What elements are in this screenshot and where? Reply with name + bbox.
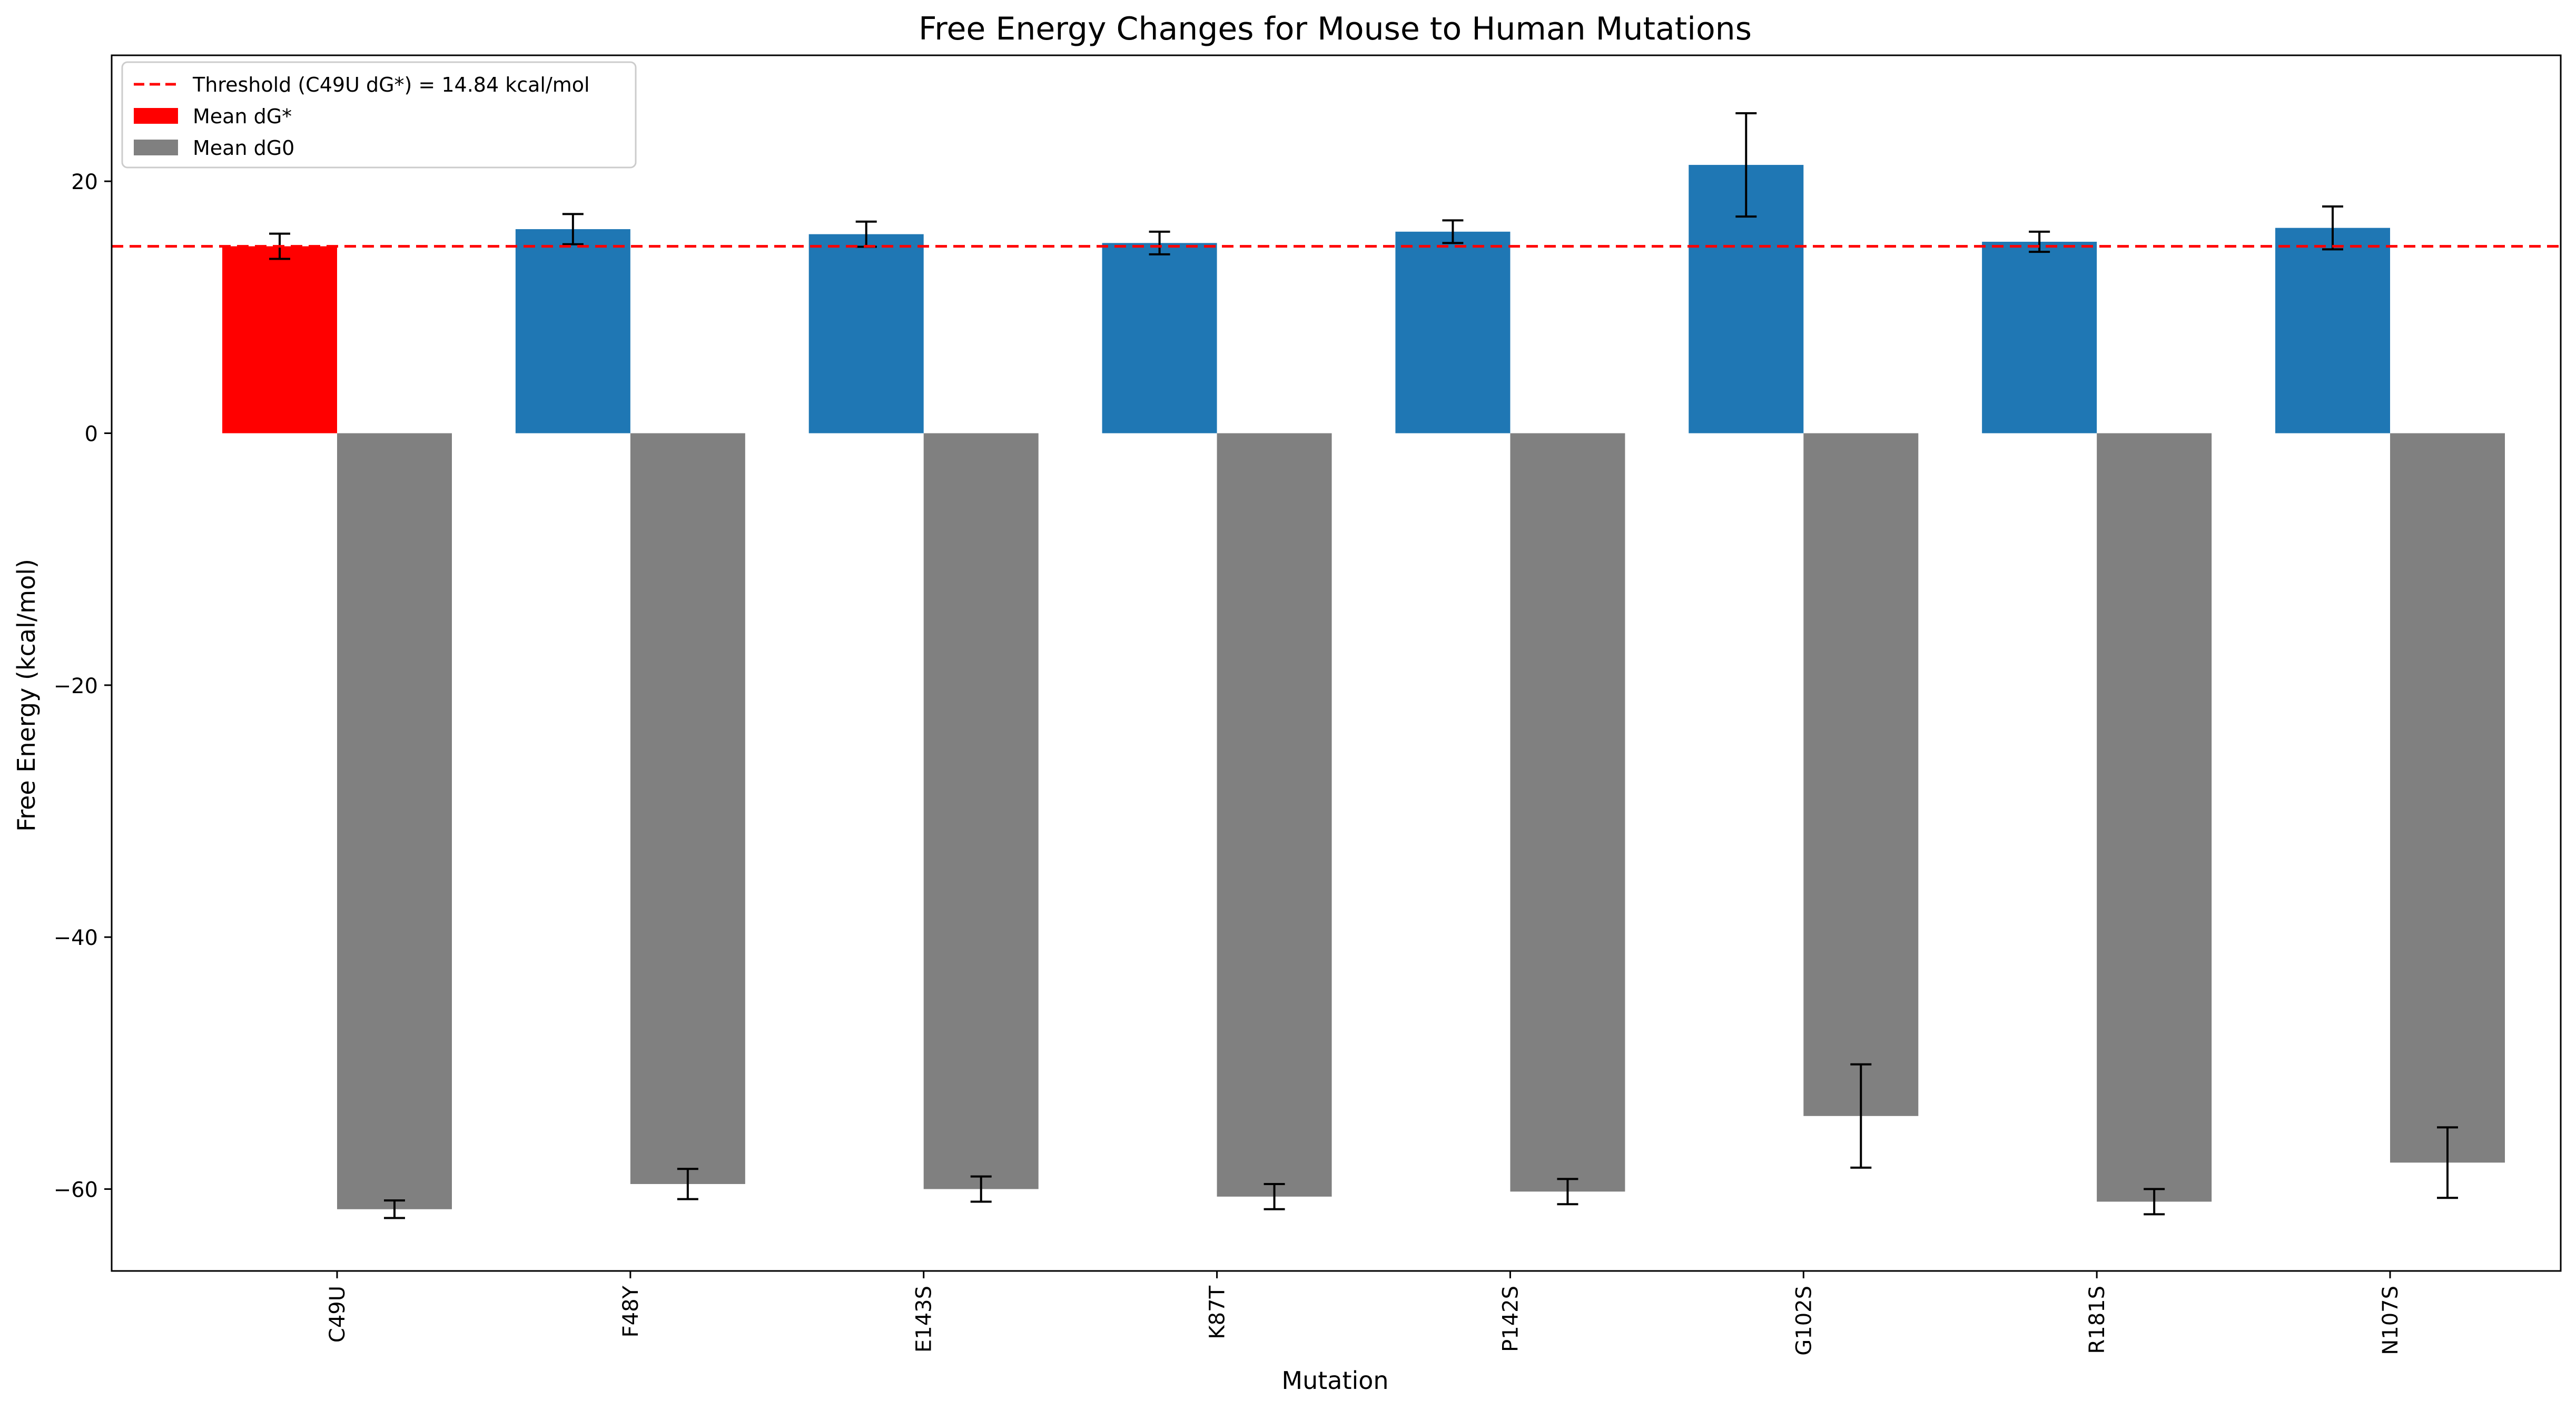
y-axis-label: Free Energy (kcal/mol) [12, 559, 41, 832]
bar-dg0-n107s [2390, 433, 2505, 1163]
bar-dg0-p142s [1510, 433, 1625, 1192]
error-bar-dg-star-k87t [1149, 230, 1170, 255]
legend: Threshold (C49U dG*) = 14.84 kcal/mol Mea… [121, 61, 637, 169]
bar-dg-star-e143s [808, 234, 924, 433]
error-bar-dg-star-r181s [2029, 230, 2050, 253]
bar-dg-star-n107s [2275, 228, 2390, 433]
chart-title: Free Energy Changes for Mouse to Human M… [919, 11, 1752, 47]
legend-box [121, 61, 637, 169]
bar-dg-star-p142s [1395, 231, 1511, 433]
legend-label: Mean dG0 [193, 136, 294, 160]
error-bar-dg-star-g102s [1735, 112, 1757, 218]
error-bar-dg0-f48y [677, 1168, 698, 1200]
error-bar-dg-star-f48y [562, 213, 584, 245]
error-bar-dg0-k87t [1264, 1182, 1285, 1210]
legend-label: Mean dG* [193, 105, 292, 128]
y-tick-label: −60 [54, 1178, 98, 1202]
bar-dg0-f48y [630, 433, 745, 1184]
x-tick-label-n107s: N107S [2378, 1286, 2403, 1355]
legend-swatch-mean-dg- [134, 108, 178, 124]
bar-dg-star-c49u [222, 246, 337, 433]
error-bar-dg0-e143s [970, 1175, 992, 1203]
x-tick-label-p142s: P142S [1498, 1286, 1523, 1352]
error-bar-dg0-g102s [1850, 1063, 1872, 1169]
bar-dg-star-k87t [1102, 243, 1217, 433]
bar-dg-star-f48y [515, 229, 630, 433]
legend-swatch-mean-dg0 [134, 140, 178, 155]
x-tick-label-g102s: G102S [1792, 1286, 1816, 1356]
y-tick-label: −20 [54, 674, 98, 698]
bar-dg0-g102s [1803, 433, 1919, 1116]
x-tick-label-k87t: K87T [1206, 1285, 1230, 1339]
plot-area: −60 −40 −20 0 20 C49U F48Y E143S K87T P142S G102S R… [54, 54, 2562, 1356]
y-tick-label: −40 [54, 926, 98, 950]
error-bar-dg0-p142s [1557, 1178, 1578, 1206]
error-bar-dg0-n107s [2437, 1126, 2458, 1199]
x-axis-label: Mutation [1281, 1366, 1388, 1395]
error-bar-dg-star-p142s [1442, 219, 1464, 244]
error-bar-dg0-c49u [384, 1199, 405, 1219]
bar-dg0-c49u [337, 433, 452, 1209]
x-tick-label-r181s: R181S [2085, 1286, 2109, 1354]
x-tick-label-c49u: C49U [325, 1286, 350, 1343]
bar-dg-star-r181s [1982, 241, 2097, 433]
y-tick-label: 0 [85, 422, 98, 447]
bar-dg0-k87t [1217, 433, 1332, 1197]
error-bar-dg0-r181s [2144, 1188, 2165, 1216]
plot-frame [111, 54, 2562, 1272]
y-tick-label: 20 [71, 170, 98, 194]
bar-dg0-r181s [2097, 433, 2212, 1202]
x-tick-label-f48y: F48Y [619, 1285, 643, 1337]
error-bar-dg-star-n107s [2322, 205, 2343, 251]
legend-label: Threshold (C49U dG*) = 14.84 kcal/mol [192, 73, 590, 96]
x-tick-label-e143s: E143S [912, 1286, 936, 1353]
bar-dg0-e143s [923, 433, 1039, 1189]
